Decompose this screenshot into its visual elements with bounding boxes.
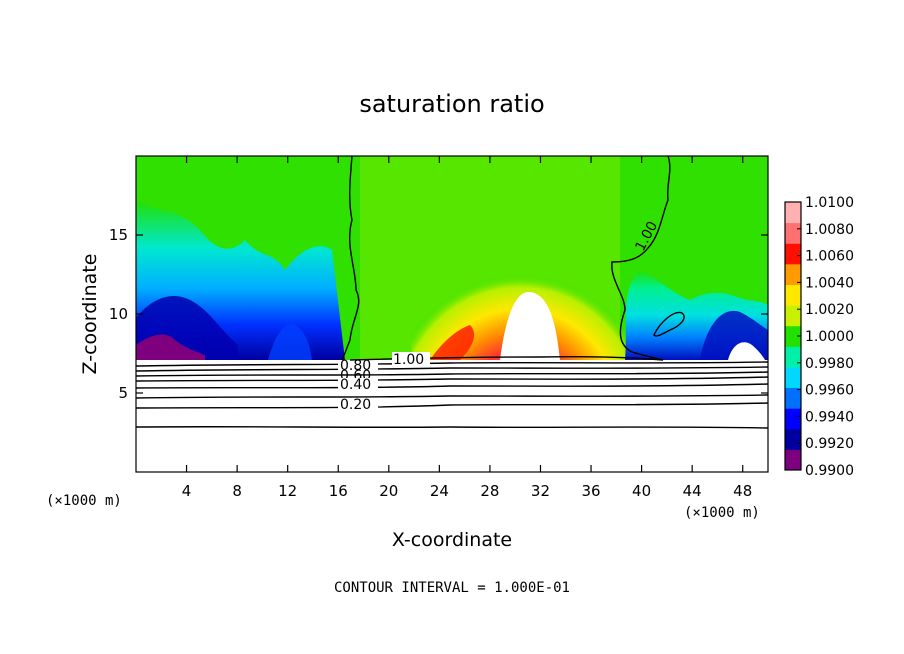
colorbar-swatch <box>785 202 801 224</box>
x-tick-label: 48 <box>733 482 752 500</box>
colorbar-tick-label: 0.9920 <box>805 436 854 452</box>
contour-0.20 <box>136 402 768 409</box>
colorbar-swatch <box>785 284 801 306</box>
left-purple-edge <box>136 334 205 360</box>
contour-0.70 <box>136 366 768 372</box>
right-lower-white-gap <box>728 342 765 360</box>
colorbar-tick-label: 0.9940 <box>805 409 854 425</box>
white-core <box>500 291 560 360</box>
contour-0.80 <box>136 361 768 367</box>
x-axis-title: X-coordinate <box>392 529 512 551</box>
colorbar-swatch <box>785 243 801 265</box>
x-tick-label: 12 <box>278 482 297 500</box>
contour-interval-note: CONTOUR INTERVAL = 1.000E-01 <box>334 580 570 596</box>
y-tick-label: 15 <box>109 226 128 244</box>
colorbar-tick-label: 0.9980 <box>805 356 854 372</box>
x-tick-label: 28 <box>480 482 499 500</box>
colorbar-tick-label: 1.0080 <box>805 222 854 238</box>
x-tick-label: 8 <box>232 482 242 500</box>
x-tick-label: 24 <box>430 482 449 500</box>
x-tick-label: 44 <box>683 482 702 500</box>
contour-0.40 <box>136 383 768 389</box>
x-axis-unit: (×1000 m) <box>684 505 760 521</box>
x-tick-label: 36 <box>581 482 600 500</box>
lower-unshaded-layer <box>136 360 768 472</box>
colorbar-tick-label: 1.0020 <box>805 302 854 318</box>
colorbar: 0.9900 0.9920 0.9940 0.9960 0.9980 1.0000 1.00… <box>784 195 854 479</box>
contour-lines <box>136 156 768 429</box>
y-tick-label: 5 <box>118 384 128 402</box>
x-tick-label: 16 <box>329 482 348 500</box>
contour-1.00-right <box>611 156 671 361</box>
chart-title: saturation ratio <box>359 90 544 118</box>
colorbar-tick-label: 1.0040 <box>805 275 854 291</box>
colorbar-swatch <box>785 428 801 450</box>
colorbar-swatch <box>785 263 801 285</box>
contour-1.00-closed-loop <box>653 311 685 337</box>
colorbar-swatch <box>785 408 801 430</box>
x-axis-ticks: 4 8 12 16 20 24 28 32 36 40 44 48 <box>182 156 752 500</box>
colorbar-tick-label: 0.9960 <box>805 383 854 399</box>
contour-label-0.80: 0.80 <box>340 358 371 374</box>
colorbar-swatch <box>785 346 801 368</box>
lower-red-lobe <box>430 325 475 360</box>
colorbar-swatch <box>785 449 801 471</box>
contour-label-0.20: 0.20 <box>340 397 371 413</box>
colorbar-swatch <box>785 222 801 244</box>
x-tick-label: 32 <box>531 482 550 500</box>
colorbar-tick-label: 1.0100 <box>805 195 854 211</box>
colorbar-tick-label: 1.0000 <box>805 329 854 345</box>
y-axis-ticks: 5 10 15 <box>109 226 768 402</box>
y-axis-unit: (×1000 m) <box>46 493 122 509</box>
contour-0.50 <box>136 376 768 382</box>
contour-0.60 <box>136 371 768 377</box>
contour-0.10 <box>136 426 768 429</box>
contour-label-1.00-base: 1.00 <box>393 352 424 368</box>
colorbar-tick-label: 1.0060 <box>805 249 854 265</box>
colorbar-swatch <box>785 366 801 389</box>
colorbar-swatch <box>785 325 801 347</box>
x-tick-label: 4 <box>182 482 192 500</box>
x-tick-label: 20 <box>379 482 398 500</box>
contour-label-0.40: 0.40 <box>340 377 371 393</box>
y-tick-label: 10 <box>109 305 128 323</box>
contour-1.00-left <box>341 156 360 361</box>
x-tick-label: 40 <box>632 482 651 500</box>
colorbar-swatch <box>785 305 801 327</box>
colorbar-swatch <box>785 387 801 409</box>
colorbar-tick-label: 0.9900 <box>805 463 854 479</box>
contour-0.30 <box>136 394 768 399</box>
mid-left-blue-patch <box>268 324 312 360</box>
y-axis-title: Z-coordinate <box>79 254 101 375</box>
